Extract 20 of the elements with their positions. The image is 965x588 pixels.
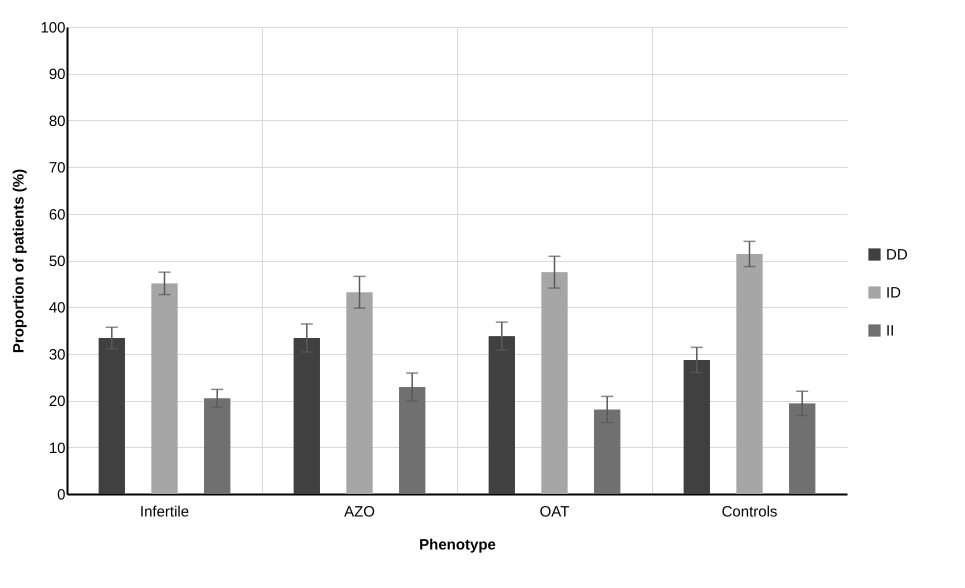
y-tick-label: 100 [40, 20, 66, 36]
y-tick-label: 10 [48, 440, 66, 457]
legend-label: II [886, 322, 894, 340]
y-tick-label: 70 [48, 160, 66, 177]
y-tick-label: 30 [48, 346, 66, 364]
y-tick-label: 40 [48, 300, 66, 317]
y-axis-title: Proportion of patients (%) [10, 168, 28, 354]
x-axis-title: Phenotype [419, 536, 496, 554]
x-tick-label: Controls [722, 504, 778, 520]
x-tick-label: AZO [344, 504, 375, 520]
legend-label: ID [886, 284, 902, 302]
y-tick-label: 50 [48, 253, 66, 270]
y-tick-label: 20 [48, 393, 66, 410]
y-tick-label: 0 [57, 486, 66, 504]
legend-label: DD [886, 246, 908, 264]
y-tick-label: 80 [48, 112, 66, 130]
y-tick-label: 90 [48, 66, 66, 84]
x-tick-label: Infertile [140, 504, 190, 520]
y-tick-label: 60 [48, 206, 66, 224]
x-tick-label: OAT [540, 504, 570, 520]
